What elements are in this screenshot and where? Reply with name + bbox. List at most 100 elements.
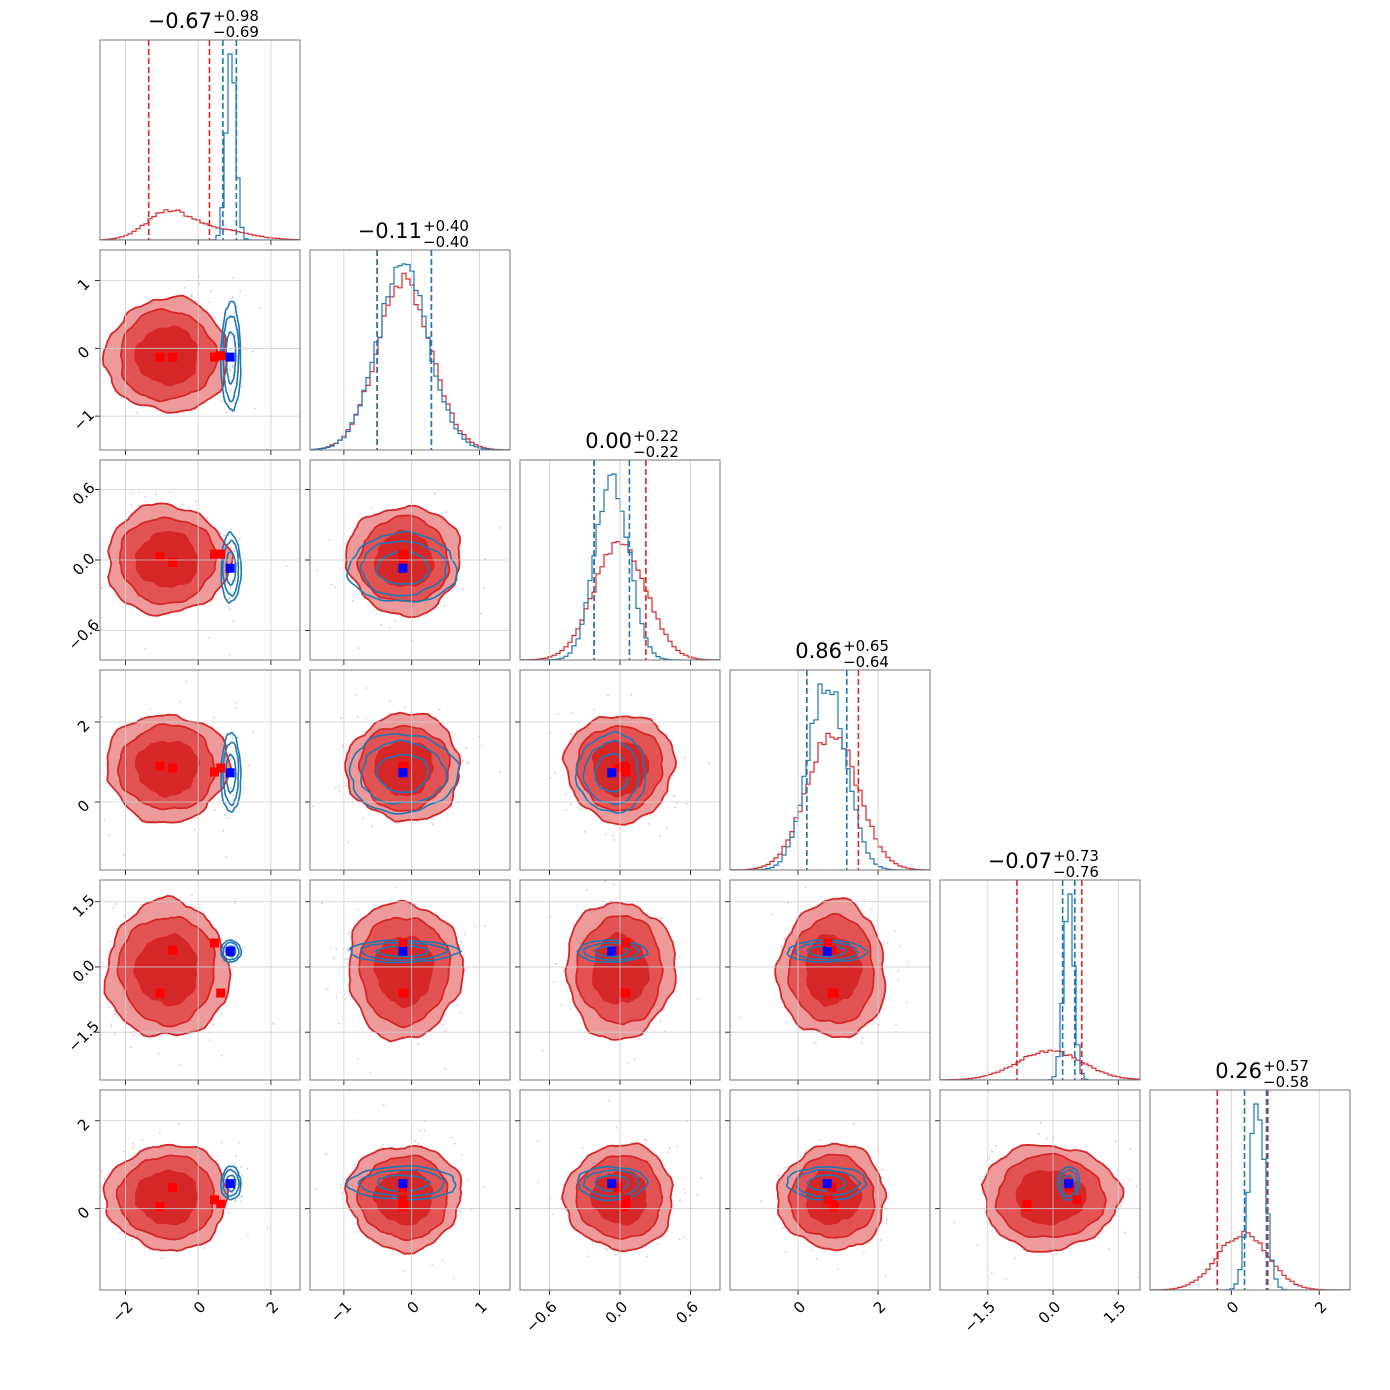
blue-sample-point [229, 607, 232, 610]
red-sample-point [253, 407, 256, 410]
red-sample-point [770, 913, 773, 916]
red-marker [621, 1199, 631, 1209]
red-marker [1072, 1195, 1082, 1205]
red-marker [399, 1199, 409, 1209]
panel-frame [99, 459, 301, 661]
red-sample-point [607, 694, 609, 697]
red-sample-point [1014, 1257, 1017, 1260]
title-minus: −0.69 [213, 23, 259, 41]
blue-sample-point [780, 945, 783, 947]
blue-sample-point [229, 597, 231, 599]
red-sample-point [456, 1004, 458, 1006]
red-sample-point [114, 903, 117, 905]
contour-panel-3-0 [100, 670, 300, 870]
red-marker [398, 557, 408, 567]
red-sample-point [178, 700, 181, 703]
blue-sample-point [236, 1166, 238, 1169]
blue-contour-1 [359, 942, 451, 962]
red-sample-point [347, 949, 349, 952]
red-sample-point [232, 276, 235, 279]
red-sample-point [433, 492, 436, 494]
red-marker [621, 763, 631, 773]
blue-sample-point [234, 580, 237, 582]
red-sample-point [345, 784, 347, 787]
contour-panel-4-3 [730, 880, 930, 1080]
red-sample-point [683, 1187, 686, 1190]
red-sample-point [1124, 1231, 1126, 1234]
red-sample-point [247, 1234, 249, 1236]
red-marker [216, 1199, 226, 1209]
red-sample-point [419, 1129, 421, 1132]
red-sample-point [214, 316, 216, 319]
blue-contour-2 [220, 1165, 242, 1201]
contour-panel-5-2 [520, 1090, 720, 1290]
red-sample-point [357, 647, 360, 649]
blue-sample-point [335, 948, 338, 950]
red-sample-point [95, 408, 97, 410]
red-sample-point [1005, 1277, 1008, 1280]
red-marker [613, 763, 623, 773]
red-sample-point [344, 997, 347, 1000]
red-sample-point [881, 1169, 883, 1171]
contour-panel-5-1 [310, 1090, 510, 1290]
red-sample-point [423, 1129, 426, 1132]
red-sample-point [861, 1037, 864, 1040]
blue-sample-point [334, 586, 336, 588]
blue-sample-point [227, 598, 230, 601]
red-sample-point [272, 1022, 274, 1025]
blue-contour-1 [359, 540, 448, 597]
red-sample-point [672, 775, 675, 777]
red-sample-point [213, 716, 216, 719]
x-tick-label-0: −2 [108, 1298, 136, 1326]
red-sample-point [208, 1039, 211, 1042]
red-sample-point [362, 817, 365, 820]
red-sample-point [356, 909, 359, 911]
title-plus: +0.22 [633, 427, 679, 445]
red-sample-point [220, 1013, 223, 1016]
blue-sample-point [234, 1199, 237, 1202]
y-tick-label-5: 0 [74, 1203, 93, 1222]
blue-marker [398, 946, 408, 956]
red-sample-point [239, 289, 242, 292]
red-sample-point [333, 957, 335, 960]
panel-frame [939, 879, 1141, 1081]
red-sample-point [673, 794, 675, 797]
red-sample-point [443, 605, 446, 607]
red-sample-point [695, 1193, 698, 1196]
panel-frame [99, 39, 301, 241]
red-sample-point [76, 544, 78, 546]
blue-marker [398, 1179, 408, 1189]
red-contour-inner [134, 740, 201, 798]
red-sample-point [365, 717, 368, 719]
blue-contour-2 [220, 530, 243, 605]
blue-contour-1 [221, 539, 240, 597]
red-sample-point [123, 853, 126, 856]
panel-frame [309, 1089, 511, 1291]
red-sample-point [678, 956, 681, 959]
red-marker [827, 988, 837, 998]
red-sample-point [884, 1274, 887, 1277]
red-sample-point [391, 1249, 394, 1252]
red-sample-point [114, 1032, 117, 1035]
gridlines-3-1 [305, 670, 510, 875]
red-contour-inner [805, 1168, 863, 1225]
red-marker [155, 988, 165, 998]
title-plus: +0.57 [1263, 1057, 1309, 1075]
gridlines-5-3 [725, 1090, 930, 1295]
blue-sample-point [246, 1167, 249, 1170]
red-sample-point [431, 823, 434, 826]
red-sample-point [499, 526, 502, 529]
y-tick-label-4: −1.5 [65, 1017, 103, 1055]
blue-sample-point [371, 825, 373, 828]
red-marker [210, 352, 220, 362]
red-sample-point [897, 969, 900, 972]
blue-sample-point [241, 1195, 244, 1197]
blue-contour-1 [222, 1168, 240, 1198]
red-sample-point [874, 1021, 877, 1024]
blue-sample-point [231, 1191, 234, 1194]
red-sample-point [612, 883, 615, 886]
red-sample-point [667, 1151, 670, 1154]
red-sample-point [643, 1138, 646, 1141]
red-sample-point [75, 984, 77, 986]
panel-frame [519, 1089, 721, 1291]
